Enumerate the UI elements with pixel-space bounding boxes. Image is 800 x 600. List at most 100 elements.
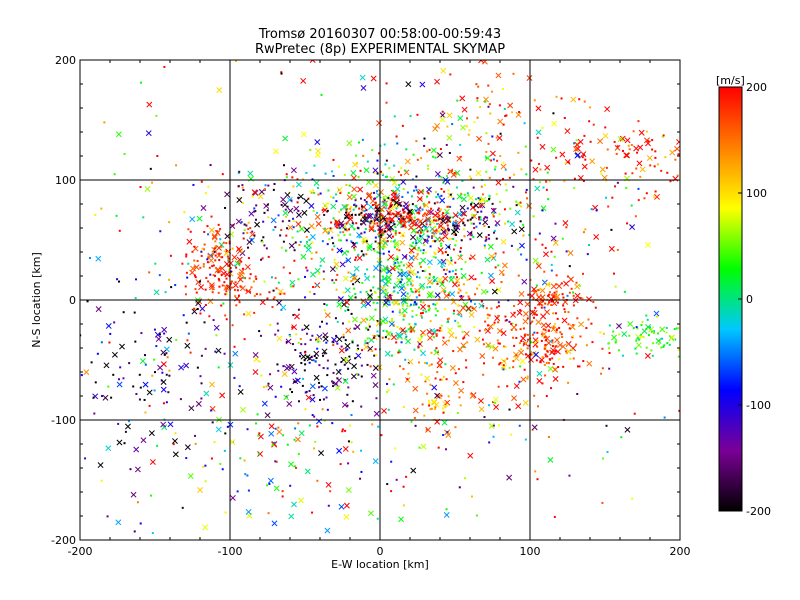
dot-marker [443, 231, 446, 234]
cross-marker [367, 242, 373, 249]
cross-marker [264, 412, 271, 419]
dot-marker [558, 326, 561, 329]
dot-marker [487, 84, 490, 87]
dot-marker [428, 266, 431, 269]
dot-marker [353, 274, 356, 277]
cross-marker [261, 400, 268, 407]
dot-marker [342, 231, 345, 234]
dot-marker [645, 314, 648, 317]
dot-marker [662, 345, 665, 348]
dot-marker [385, 159, 388, 162]
dot-marker [242, 237, 245, 240]
cross-marker [342, 275, 349, 282]
dot-marker [480, 300, 483, 303]
dot-marker [413, 348, 416, 351]
dot-marker [677, 355, 680, 358]
dot-marker [478, 222, 481, 225]
cross-marker [259, 299, 266, 306]
dot-marker [380, 221, 383, 224]
dot-marker [387, 197, 390, 200]
cross-marker [644, 352, 651, 359]
dot-marker [309, 190, 312, 193]
cross-marker [340, 356, 347, 363]
cross-marker [495, 286, 502, 293]
dot-marker [313, 447, 316, 450]
cross-marker [105, 445, 112, 452]
dot-marker [395, 135, 398, 138]
dot-marker [285, 176, 288, 179]
cross-marker [479, 202, 486, 209]
dot-marker [572, 335, 575, 338]
cross-marker [492, 396, 499, 403]
cross-marker [458, 387, 465, 394]
dot-marker [510, 244, 513, 247]
dot-marker [391, 317, 394, 320]
dot-marker [442, 411, 445, 414]
cross-marker [297, 193, 304, 200]
dot-marker [257, 452, 260, 455]
dot-marker [317, 193, 320, 196]
dot-marker [402, 297, 405, 300]
cross-marker [599, 166, 606, 173]
dot-marker [427, 309, 430, 312]
cross-marker [382, 316, 389, 323]
cross-marker [420, 303, 427, 310]
dot-marker [265, 247, 268, 250]
dot-marker [382, 329, 385, 332]
dot-marker [367, 328, 370, 331]
cross-marker [321, 385, 328, 392]
cross-marker [565, 340, 572, 347]
cross-marker [469, 204, 476, 211]
dot-marker [493, 229, 496, 232]
dot-marker [426, 286, 429, 289]
dot-marker [443, 190, 446, 193]
dot-marker [381, 275, 384, 278]
dot-marker [419, 265, 422, 268]
dot-marker [250, 286, 253, 289]
cross-marker [236, 256, 243, 263]
dot-marker [376, 320, 379, 323]
dot-marker [352, 283, 355, 286]
dot-marker [582, 180, 585, 183]
dot-marker [292, 226, 295, 229]
dot-marker [123, 153, 126, 156]
dot-marker [234, 294, 237, 297]
dot-marker [211, 265, 214, 268]
dot-marker [618, 349, 621, 352]
dot-marker [124, 430, 127, 433]
dot-marker [493, 321, 496, 324]
dot-marker [382, 196, 385, 199]
cross-marker [270, 217, 277, 224]
dot-marker [352, 208, 355, 211]
cross-marker [552, 239, 559, 246]
cross-marker [669, 149, 676, 156]
dot-marker [272, 289, 275, 292]
cross-marker [288, 363, 295, 370]
dot-marker [375, 397, 378, 400]
dot-marker [303, 245, 306, 248]
dot-marker [257, 434, 260, 437]
cross-marker [296, 212, 302, 218]
dot-marker [545, 188, 548, 191]
dot-marker [214, 259, 217, 262]
dot-marker [548, 301, 551, 304]
dot-marker [323, 309, 326, 312]
cross-marker [280, 196, 287, 203]
dot-marker [568, 265, 571, 268]
dot-marker [243, 313, 246, 316]
dot-marker [493, 168, 496, 171]
dot-marker [449, 215, 452, 218]
cross-marker [373, 216, 380, 223]
dot-marker [512, 360, 515, 363]
cross-marker [441, 339, 448, 346]
dot-marker [153, 371, 156, 374]
dot-marker [395, 478, 398, 481]
cross-marker [424, 375, 431, 382]
dot-marker [224, 432, 227, 435]
dot-marker [421, 269, 424, 272]
dot-marker [433, 232, 436, 235]
dot-marker [519, 328, 522, 331]
dot-marker [494, 401, 497, 404]
dot-marker [470, 300, 473, 303]
dot-marker [234, 264, 237, 267]
